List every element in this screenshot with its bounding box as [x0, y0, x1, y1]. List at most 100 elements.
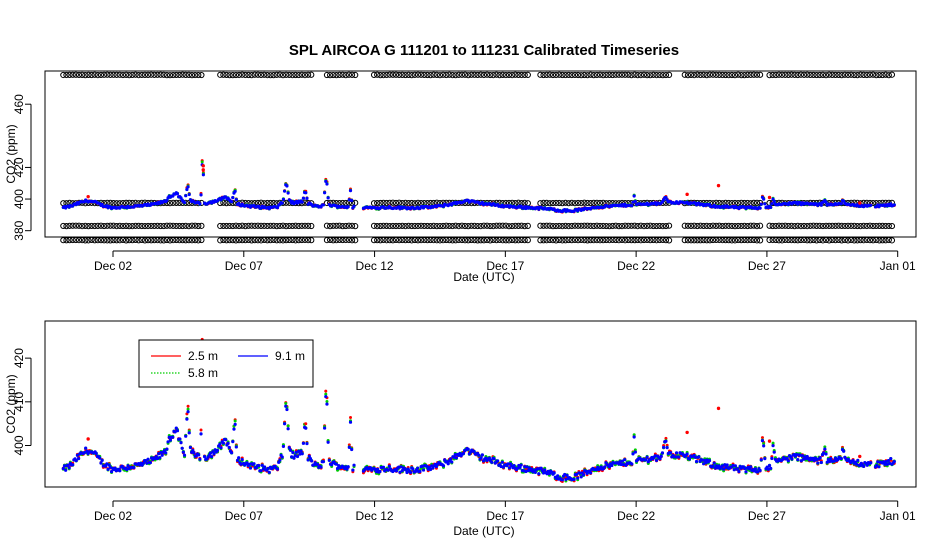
point-9-1m [215, 448, 220, 452]
reference-point [750, 199, 757, 206]
reference-point [301, 236, 309, 244]
reference-point [339, 236, 346, 244]
reference-point [477, 223, 484, 230]
reference-point [421, 236, 428, 244]
reference-point [600, 222, 607, 230]
top-x-tick-label: Dec 17 [486, 259, 524, 273]
reference-point [411, 71, 418, 78]
reference-point [731, 223, 739, 230]
top-x-tick-label: Dec 07 [225, 259, 263, 273]
point-9-1m [199, 432, 203, 436]
reference-point [85, 237, 92, 244]
reference-point [465, 223, 472, 230]
reference-point [270, 222, 277, 229]
point-9-1m [100, 458, 104, 462]
point-9-1m [99, 461, 103, 465]
reference-point [119, 236, 127, 244]
reference-point [782, 236, 789, 244]
point-5-8m [284, 402, 288, 406]
reference-point [129, 237, 136, 244]
reference-point [345, 71, 353, 78]
reference-point [154, 222, 161, 229]
reference-point [888, 237, 896, 244]
reference-point [273, 237, 280, 244]
reference-point [609, 222, 616, 230]
reference-point [807, 222, 814, 229]
reference-point [807, 237, 814, 244]
reference-point [587, 222, 594, 229]
point-9-1m [325, 402, 329, 406]
reference-point [650, 236, 657, 244]
reference-point [223, 222, 230, 230]
reference-point [728, 237, 735, 244]
outlier-point-2-5m [716, 183, 721, 188]
top-reference-points [60, 71, 896, 244]
reference-point [122, 222, 130, 230]
point-9-1m [387, 464, 391, 468]
point-9-1m [581, 473, 586, 477]
reference-point [615, 237, 622, 244]
reference-point [480, 71, 488, 79]
reference-point [876, 237, 883, 244]
reference-point [738, 222, 745, 230]
reference-point [116, 237, 123, 244]
point-9-1m [348, 189, 353, 193]
point-9-1m [267, 470, 271, 474]
reference-point [778, 237, 786, 244]
reference-point [870, 199, 877, 207]
top-y-tick-label: 380 [12, 220, 26, 240]
reference-point [656, 222, 663, 230]
reference-point [738, 237, 745, 244]
reference-point [151, 237, 158, 244]
reference-point [122, 237, 130, 244]
reference-point [433, 223, 440, 230]
point-9-1m [67, 466, 71, 470]
point-5-8m [186, 407, 190, 411]
reference-point [578, 200, 585, 207]
reference-point [713, 236, 720, 244]
reference-point [69, 236, 76, 244]
reference-point [192, 222, 199, 229]
reference-point [694, 71, 701, 78]
reference-point [794, 237, 801, 244]
reference-point [509, 72, 516, 79]
reference-point [402, 222, 409, 230]
point-9-1m [226, 441, 230, 445]
reference-point [562, 71, 569, 79]
point-9-1m [257, 463, 261, 468]
reference-point [474, 71, 481, 79]
reference-point [449, 237, 456, 244]
reference-point [703, 222, 710, 229]
reference-point [603, 71, 610, 79]
outlier-point-2-5m [201, 168, 205, 172]
reference-point [91, 237, 98, 244]
reference-point [854, 72, 861, 79]
reference-point [794, 222, 801, 229]
point-9-1m [282, 422, 287, 426]
reference-point [687, 71, 695, 79]
point-9-1m [275, 206, 280, 210]
reference-point [91, 71, 98, 78]
reference-point [446, 237, 453, 244]
reference-point [490, 236, 497, 244]
reference-point [782, 222, 789, 229]
point-9-1m [519, 463, 523, 467]
reference-point [546, 200, 553, 207]
point-9-1m [182, 453, 187, 457]
reference-point [753, 71, 761, 78]
reference-point [565, 200, 572, 207]
bottom-plot-frame [44, 320, 917, 488]
reference-point [188, 222, 196, 229]
point-9-1m [479, 456, 483, 460]
reference-point [323, 71, 331, 79]
reference-point [480, 237, 488, 244]
reference-point [568, 237, 575, 244]
reference-point [348, 237, 356, 244]
reference-point [719, 71, 726, 79]
reference-point [126, 72, 133, 79]
point-9-1m [327, 458, 331, 462]
reference-point [292, 237, 299, 244]
reference-point [612, 71, 619, 78]
point-9-1m [230, 451, 234, 455]
reference-point [254, 222, 262, 229]
